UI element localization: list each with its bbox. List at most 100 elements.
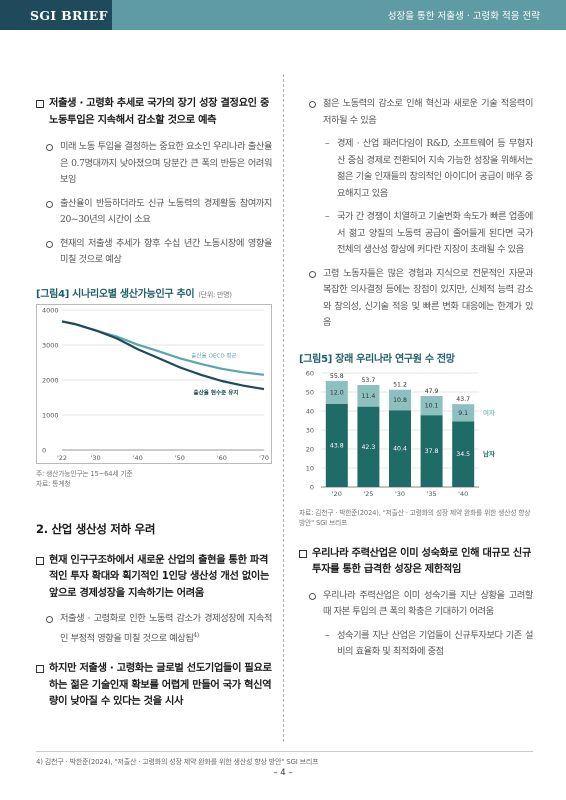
data-label: 37.8: [425, 448, 439, 455]
series-label: 출산율 OECD 평균: [191, 351, 236, 359]
y-tick-label: 2000: [42, 376, 59, 384]
x-tick-label: '60: [217, 454, 227, 462]
right-column: 젊은 노동력의 감소로 인해 혁신과 새로운 기술 적응력이 저하될 수 있음 …: [299, 96, 533, 661]
circle-bullet-icon: [309, 101, 316, 108]
square-bullet-icon: [36, 556, 44, 565]
total-label: 53.7: [362, 376, 376, 383]
data-label: 34.5: [456, 451, 470, 458]
data-label: 43.8: [330, 442, 344, 449]
page-header: SGI BRIEF 성장을 통한 저출생 · 고령화 적응 전략: [0, 0, 566, 30]
chart-frame: [36, 303, 272, 464]
figure-source: 자료: 통계청: [36, 479, 71, 488]
section-title: 2. 산업 생산성 저하 우려: [36, 521, 156, 536]
bar-female: [452, 403, 475, 421]
y-tick-label: 1000: [42, 411, 59, 419]
circle-item: 우리나라 주력산업은 이미 성숙기를 지난 상황을 고려할 때 자본 투입의 큰…: [299, 588, 533, 621]
bar-male: [420, 414, 443, 487]
bar-male: [325, 403, 348, 487]
dash-item: – 경제 · 산업 패러다임이 R&D, 소프트웨어 등 무형자산 중심 경제로…: [325, 138, 533, 199]
x-tick-label: '50: [175, 454, 185, 462]
x-tick-label: '30: [91, 454, 101, 462]
circle-bullet-icon: [46, 144, 53, 151]
bar-female: [357, 384, 380, 407]
y-tick-label: 30: [306, 426, 314, 434]
circle-bullet-icon: [309, 270, 316, 278]
square-bullet-icon: [299, 549, 307, 558]
circle-item: 현재의 저출생 추세가 향후 수십 년간 노동시장에 영향을 미칠 것으로 예상: [36, 236, 272, 269]
y-tick-label: 0: [42, 446, 46, 454]
figure-5: [그림5] 장래 우리나라 연구원 수 전망 0 10 20 30 40 50 60 43.8…: [299, 350, 533, 528]
y-tick-label: 10: [306, 464, 314, 472]
x-tick-label: '70: [259, 454, 269, 462]
figure-title: [그림5] 장래 우리나라 연구원 수 전망: [299, 353, 455, 365]
circle-bullet-icon: [46, 240, 53, 248]
figure-4: [그림4] 시나리오별 생산가능인구 추이 (단위: 만명) 0 1000 2000 3…: [36, 285, 272, 489]
circle-bullet-icon: [46, 200, 53, 208]
y-tick-label: 60: [306, 369, 314, 377]
square-heading: 우리나라 주력산업은 이미 성숙화로 인해 대규모 신규투자를 통한 급격한 성…: [299, 546, 533, 579]
bar-male: [452, 420, 475, 487]
bar-female: [325, 380, 348, 404]
data-label: 10.1: [425, 402, 439, 409]
total-label: 55.8: [330, 372, 344, 379]
left-column: 저출생 · 고령화 추세로 국가의 장기 성장 결정요인 중 노동투입은 지속해…: [36, 96, 272, 711]
circle-item: 젊은 노동력의 감소로 인해 혁신과 새로운 기술 적응력이 저하될 수 있음: [299, 96, 533, 129]
square-heading: 저출생 · 고령화 추세로 국가의 장기 성장 결정요인 중 노동투입은 지속해…: [36, 96, 272, 129]
header-title: 성장을 통한 저출생 · 고령화 적응 전략: [112, 0, 566, 30]
square-bullet-icon: [36, 100, 44, 108]
x-tick-label: '40: [133, 454, 143, 462]
circle-item: 저출생 · 고령화로 인한 노동력 감소가 경제성장에 지속적인 부정적 영향을…: [36, 611, 272, 647]
x-tick-label: '20: [332, 490, 342, 498]
circle-bullet-icon: [46, 616, 53, 623]
circle-item: 미래 노동 투입을 결정하는 중요한 요소인 우리나라 출산율은 0.7명대까지…: [36, 139, 272, 189]
x-tick-label: '40: [458, 490, 468, 498]
dash-item: – 국가 간 경쟁이 치열하고 기술변화 속도가 빠른 업종에서 젊고 양질의 …: [325, 211, 533, 255]
total-label: 47.9: [425, 387, 439, 394]
bar-male: [389, 409, 411, 487]
bar-chart: 0 10 20 30 40 50 60 43.8 12.0 55.8 '20 42.3 11.4 53.7…: [306, 369, 495, 498]
footnote-ref: 4): [193, 631, 199, 639]
data-label: 40.4: [393, 445, 407, 452]
square-bullet-icon: [36, 665, 44, 674]
footnote-rule: [36, 751, 533, 752]
x-tick-label: '35: [427, 490, 437, 498]
bar-male: [357, 406, 380, 487]
circle-bullet-icon: [309, 592, 316, 600]
series-line-2: [61, 319, 265, 390]
legend-label: 남자: [483, 449, 495, 458]
brand-logo: SGI BRIEF: [0, 0, 112, 30]
column-divider: [283, 74, 284, 742]
data-label: 42.3: [362, 443, 376, 450]
y-tick-label: 4000: [42, 306, 59, 314]
footnote: 4) 김천구 · 박한준(2024), "저출산 · 고령화의 성장 제약 완화…: [36, 758, 319, 766]
bar-female: [389, 389, 411, 410]
square-heading: 하지만 저출생 · 고령화는 글로벌 선도기업들이 필요로 하는 젊은 기술인재…: [36, 661, 272, 711]
series-label: 출산율 현수준 유지: [193, 388, 238, 396]
total-label: 43.7: [456, 396, 470, 403]
y-tick-label: 20: [306, 445, 314, 453]
data-label: 12.0: [330, 389, 344, 396]
figure-title: [그림4] 시나리오별 생산가능인구 추이 (단위: 만명): [36, 288, 232, 300]
square-heading: 현재 인구구조하에서 새로운 산업의 출현을 통한 파격적인 투자 확대와 획기…: [36, 553, 272, 603]
x-tick-label: '30: [395, 490, 405, 498]
circle-item: 고령 노동자들은 많은 경험과 지식으로 전문적인 자문과 복잡한 의사결정 등…: [299, 266, 533, 332]
data-label: 9.1: [458, 409, 468, 416]
bar-female: [420, 395, 443, 415]
x-tick-label: '25: [363, 490, 373, 498]
legend-label: 여자: [483, 407, 495, 416]
page-number: – 4 –: [273, 768, 293, 778]
figure-unit: (단위: 만명): [198, 290, 232, 299]
data-label: 11.4: [362, 392, 376, 399]
figure-note: 주: 생산가능인구는 15~64세 기준: [36, 469, 133, 478]
y-tick-label: 3000: [42, 341, 59, 349]
y-tick-label: 40: [306, 407, 314, 415]
line-chart: 0 1000 2000 3000 4000 '22 '30 '40 '50 '60 '70 출산율 O…: [36, 303, 272, 464]
circle-item: 출산율이 반등하더라도 신규 노동력의 경제활동 참여까지 20~30년의 시간…: [36, 196, 272, 229]
y-tick-label: 50: [306, 388, 314, 396]
figure-source: 자료: 김천구 · 박한준(2024), "저출산 · 고령화의 성장 제약 완…: [299, 508, 531, 527]
total-label: 51.2: [393, 381, 407, 388]
data-label: 10.8: [393, 396, 407, 403]
x-tick-label: '22: [57, 454, 67, 462]
y-tick-label: 0: [310, 483, 314, 491]
dash-item: – 성숙기를 지난 산업은 기업들이 신규투자보다 기존 설비의 효율화 및 최…: [325, 629, 533, 658]
